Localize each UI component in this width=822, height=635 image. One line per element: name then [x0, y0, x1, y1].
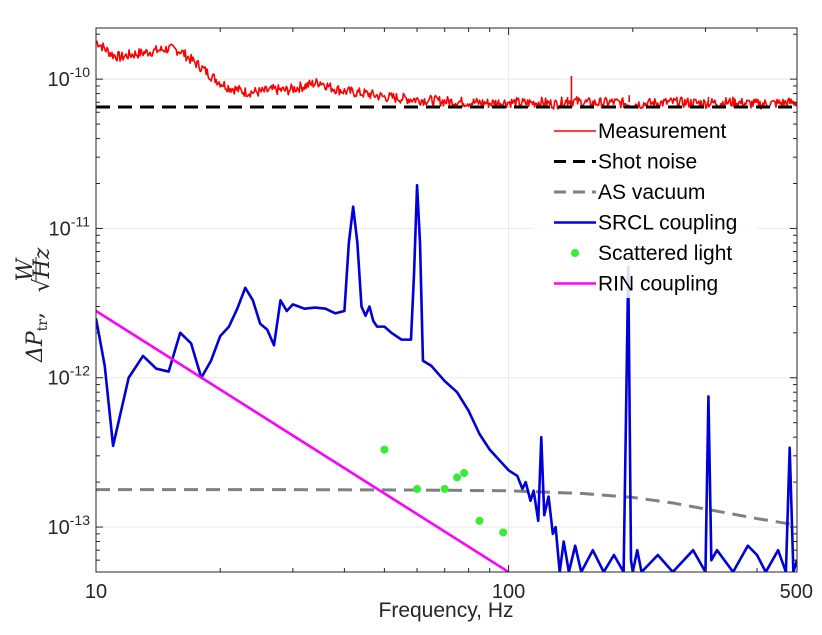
series-rin-coupling: [96, 309, 510, 572]
y-tick-label: 10-12: [48, 363, 91, 390]
scattered-light-point: [380, 445, 389, 454]
scattered-light-point: [413, 484, 422, 493]
y-axis-label-delta: ΔP: [23, 330, 48, 363]
y-axis-unit-numerator: W: [13, 256, 38, 281]
legend-swatch: [571, 249, 579, 257]
srcl-coupling-line: [96, 183, 797, 572]
plot-area-border: [95, 27, 798, 573]
x-tick-label: 500: [780, 581, 813, 603]
legend-label: Measurement: [598, 120, 727, 143]
as-vacuum-line: [96, 488, 797, 527]
y-tick-label: 10-13: [48, 512, 91, 539]
axis-ticks: 10 100 500 10-13 10-12 10-11 10-10: [48, 28, 813, 603]
plot-series: [96, 40, 797, 572]
scattered-light-point: [453, 473, 462, 482]
x-tick-label: 10: [85, 581, 107, 603]
y-axis-unit-denominator: √Hz: [30, 247, 55, 292]
measurement-line: [96, 40, 797, 110]
legend-label: AS vacuum: [598, 181, 705, 204]
legend-label: Shot noise: [598, 151, 697, 174]
scattered-light-point: [475, 516, 484, 525]
y-axis-label-separator: ,: [23, 312, 48, 319]
legend: Measurement Shot noise AS vacuum SRCL coupl…: [532, 112, 758, 298]
y-tick-label: 10-10: [48, 64, 91, 91]
svg-text:ΔPtr,: ΔPtr,: [23, 312, 51, 363]
scattered-light-point: [460, 469, 469, 478]
x-tick-label: 100: [492, 581, 525, 603]
series-measurement: [96, 40, 797, 110]
rin-coupling-line: [96, 309, 510, 572]
x-axis-label: Frequency, Hz: [379, 599, 514, 622]
series-as-vacuum: [96, 488, 797, 527]
y-axis-label: ΔPtr, W √Hz: [13, 247, 55, 363]
y-axis-label-subscript: tr: [35, 319, 51, 332]
scattered-light-point: [499, 528, 508, 537]
series-scattered-light: [380, 445, 508, 537]
series-srcl-coupling: [96, 183, 797, 572]
legend-background: [532, 112, 758, 298]
scattered-light-point: [440, 484, 449, 493]
y-tick-label: 10-11: [49, 213, 91, 240]
legend-label: SRCL coupling: [598, 212, 737, 235]
legend-label: Scattered light: [598, 242, 732, 265]
legend-label: RIN coupling: [598, 273, 718, 296]
